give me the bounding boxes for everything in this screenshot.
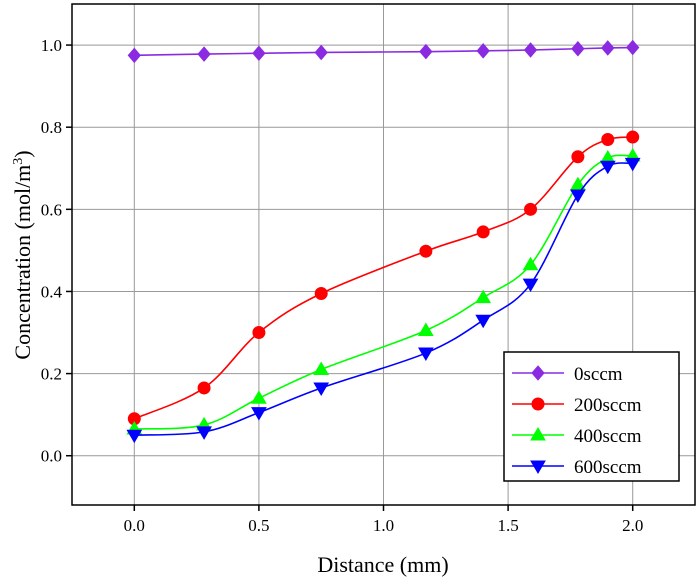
y-tick-label: 0.8 [41, 118, 62, 137]
data-point [475, 289, 492, 304]
y-axis-label-main: Concentration (mol/m [10, 165, 35, 360]
series-line [134, 162, 633, 436]
data-point [417, 322, 434, 336]
series-line [134, 154, 633, 430]
y-axis-label: Concentration (mol/m3) [10, 150, 35, 359]
data-point [417, 347, 434, 362]
y-tick-label: 0.4 [41, 282, 63, 301]
data-point [571, 40, 585, 57]
y-tick-label: 0.6 [41, 200, 62, 219]
x-axis-label: Distance (mm) [317, 552, 448, 577]
legend-entry: 0sccm [512, 364, 623, 385]
data-point [626, 130, 640, 144]
data-point [197, 381, 211, 395]
data-point [419, 43, 433, 60]
series-line [134, 46, 633, 57]
y-tick-label: 0.0 [41, 447, 62, 466]
data-point [571, 150, 585, 164]
legend-marker [530, 427, 546, 441]
legend-marker [530, 460, 546, 474]
y-tick-label: 0.2 [41, 365, 62, 384]
axis-ticks: 0.0 0.5 1.0 1.5 2.0 0.0 0.2 0.4 0.6 0.8 1.0 [41, 36, 644, 535]
series-200sccm [127, 130, 640, 426]
legend: 0sccm 200sccm 400sccm 600sccm [503, 351, 680, 482]
data-point [475, 314, 492, 329]
data-point [251, 407, 267, 421]
data-point [252, 326, 266, 340]
plot-frame [71, 3, 696, 506]
data-point [524, 202, 538, 216]
legend-entry: 400sccm [512, 426, 642, 447]
data-point [197, 46, 211, 62]
data-point [476, 225, 490, 239]
series-layer [126, 39, 641, 444]
x-tick-label: 1.0 [373, 516, 394, 535]
series-600sccm [126, 157, 641, 444]
data-point [314, 287, 328, 301]
legend-entries: 0sccm 200sccm 400sccm 600sccm [512, 364, 642, 478]
data-point [599, 160, 616, 175]
series-0sccm [127, 39, 640, 64]
x-tick-label: 0.5 [248, 516, 269, 535]
series-400sccm [126, 147, 641, 435]
data-point [476, 43, 490, 59]
data-point [601, 133, 615, 147]
data-point [313, 361, 330, 375]
data-point [626, 39, 640, 56]
data-point [251, 390, 267, 404]
legend-label: 400sccm [574, 426, 642, 447]
data-point [314, 44, 328, 61]
legend-label: 600sccm [574, 457, 642, 478]
x-tick-label: 0.0 [124, 516, 145, 535]
data-point [313, 382, 330, 396]
x-tick-label: 2.0 [622, 516, 643, 535]
data-point [570, 189, 586, 203]
y-axis-label-close: ) [10, 150, 35, 157]
legend-label: 0sccm [574, 364, 623, 385]
legend-entry: 200sccm [512, 395, 642, 416]
data-point [126, 429, 143, 444]
x-tick-label: 1.5 [497, 516, 518, 535]
legend-marker [531, 397, 545, 411]
legend-label: 200sccm [574, 395, 642, 416]
data-point [252, 45, 266, 62]
data-point [523, 42, 538, 58]
series-line [133, 136, 633, 420]
legend-marker [531, 365, 545, 381]
y-axis-label-superscript: 3 [11, 158, 26, 165]
data-point [601, 40, 615, 56]
data-point [196, 426, 212, 440]
legend-entry: 600sccm [512, 457, 642, 478]
data-point [419, 244, 433, 258]
data-point [127, 47, 141, 64]
data-point [522, 256, 539, 271]
grid-lines [72, 4, 695, 505]
data-point [624, 157, 641, 172]
y-tick-label: 1.0 [41, 36, 62, 55]
data-point [522, 278, 539, 293]
